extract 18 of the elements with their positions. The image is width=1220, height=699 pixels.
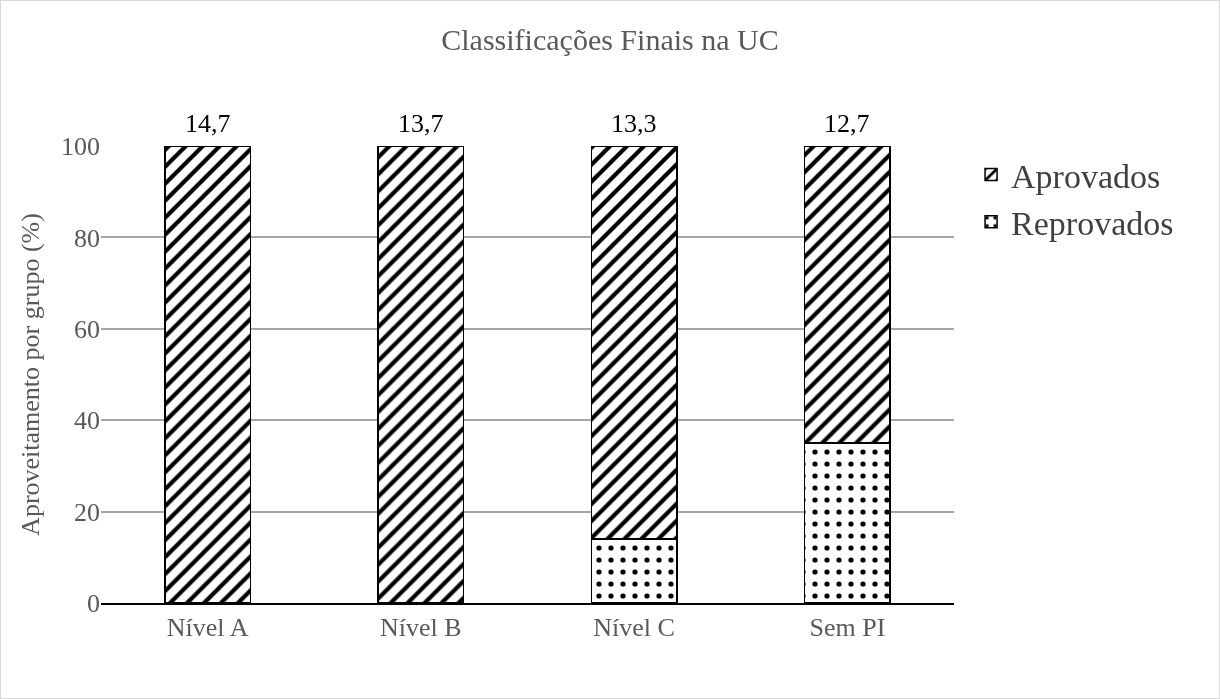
x-tick-label: Nível A (166, 612, 249, 642)
y-tick-label: 20 (74, 497, 100, 527)
y-tick-label: 40 (74, 406, 100, 436)
annotation: 12,7 (824, 109, 870, 138)
text: Aprovados (1011, 157, 1161, 195)
x-tick-label: Sem PI (809, 612, 886, 642)
y-tick-label: 60 (74, 314, 100, 344)
y-tick-label: 100 (61, 132, 100, 162)
chart-title: Classificações Finais na UC (441, 22, 779, 56)
text: Reprovados (1011, 205, 1174, 243)
annotation: 13,7 (398, 109, 444, 138)
annotation: 14,7 (185, 109, 231, 138)
x-tick-label: Nível C (593, 612, 675, 642)
annotation: 13,3 (611, 109, 657, 138)
x-tick-label: Nível B (380, 612, 462, 642)
y-tick-label: 0 (87, 589, 100, 619)
y-axis-title: Aproveitamento por grupo (%) (16, 213, 45, 536)
y-tick-label: 80 (74, 223, 100, 253)
